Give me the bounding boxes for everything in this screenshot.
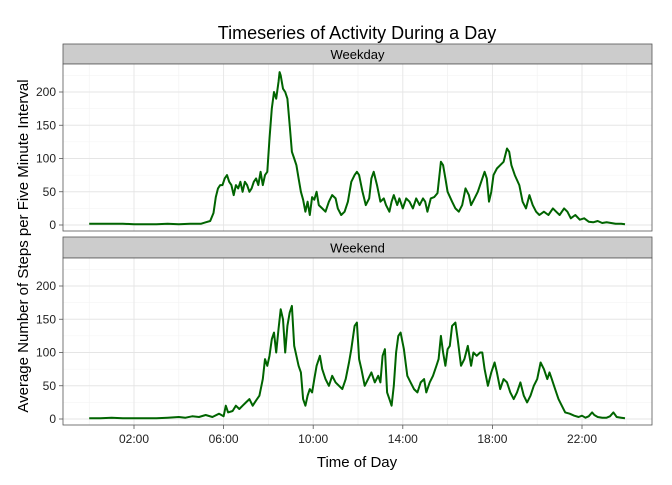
series-line-weekend (89, 304, 626, 420)
x-axis: 02:00 06:00 10:00 14:00 18:00 22:00 (119, 425, 597, 446)
panel-weekend: Weekend 0 50 100 150 200 (36, 236, 653, 426)
panel-border (62, 257, 653, 426)
y-tick-label: 0 (49, 412, 56, 426)
y-tick-label: 200 (36, 85, 56, 99)
chart-title: Timeseries of Activity During a Day (218, 23, 496, 43)
x-tick-label: 18:00 (477, 432, 507, 446)
x-tick-label: 02:00 (119, 432, 149, 446)
y-axis-title: Average Number of Steps per Five Minute … (15, 79, 32, 412)
x-tick-label: 06:00 (209, 432, 239, 446)
y-tick-label: 100 (36, 346, 56, 360)
panel-background (63, 64, 652, 231)
y-tick-label: 50 (43, 185, 57, 199)
y-tick-label: 150 (36, 118, 56, 132)
y-tick-label: 50 (43, 379, 57, 393)
y-tick-label: 150 (36, 312, 56, 326)
panel-border (62, 63, 653, 232)
y-tick-label: 0 (49, 218, 56, 232)
panel-strip-label: Weekend (330, 241, 385, 256)
series-line-weekday (89, 71, 626, 226)
y-tick-label: 100 (36, 152, 56, 166)
panel-weekday: Weekday 0 50 100 150 200 (36, 43, 653, 232)
panel-strip-label: Weekday (331, 47, 385, 62)
x-tick-label: 10:00 (298, 432, 328, 446)
x-tick-label: 14:00 (388, 432, 418, 446)
x-tick-label: 22:00 (567, 432, 597, 446)
x-axis-title: Time of Day (317, 454, 398, 471)
panels-layer: Weekday 0 50 100 150 200 Weekend 0 50 100 150 200 (36, 43, 653, 426)
y-tick-label: 200 (36, 279, 56, 293)
